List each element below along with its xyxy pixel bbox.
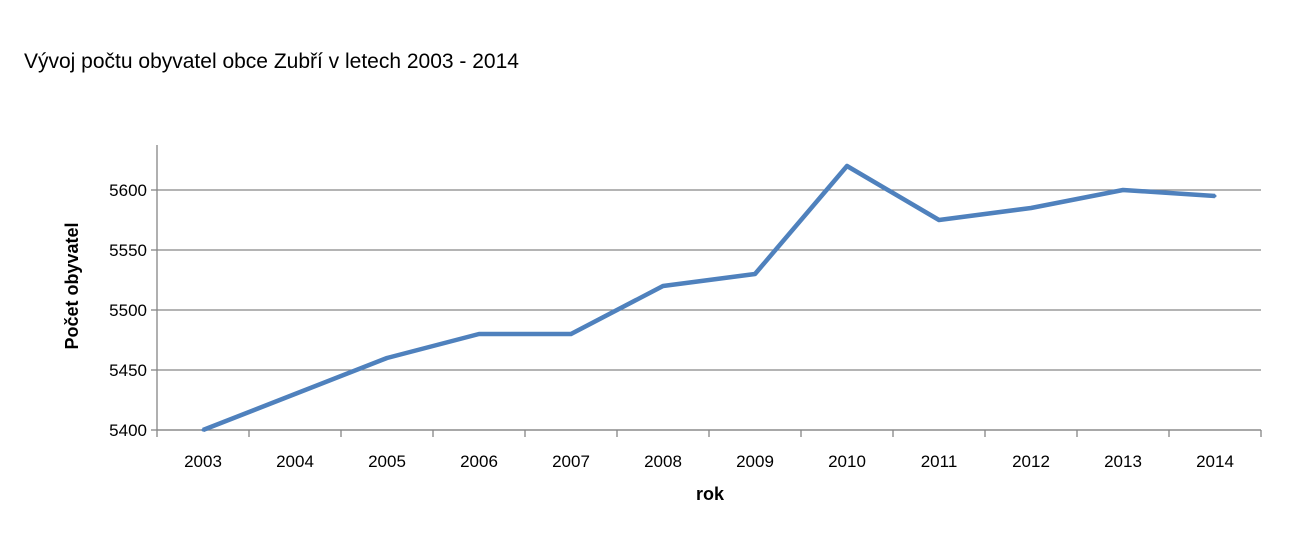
data-point bbox=[1213, 194, 1217, 198]
y-tick-label: 5600 bbox=[109, 181, 147, 200]
y-tick-label: 5550 bbox=[109, 241, 147, 260]
x-tick-label: 2006 bbox=[460, 452, 498, 471]
chart-title: Vývoj počtu obyvatel obce Zubří v letech… bbox=[24, 50, 519, 73]
x-tick-label: 2009 bbox=[736, 452, 774, 471]
x-tick-label: 2013 bbox=[1104, 452, 1142, 471]
data-point bbox=[201, 428, 205, 432]
x-tick-label: 2010 bbox=[828, 452, 866, 471]
x-tick-label: 2011 bbox=[921, 452, 958, 471]
axes bbox=[151, 145, 1262, 437]
data-point bbox=[661, 284, 665, 288]
y-tick-label: 5450 bbox=[109, 361, 147, 380]
data-point bbox=[385, 356, 389, 360]
x-tick-label: 2012 bbox=[1012, 452, 1050, 471]
series-group bbox=[201, 163, 1217, 433]
data-point bbox=[569, 332, 573, 336]
x-tick-label: 2003 bbox=[184, 452, 222, 471]
x-tick-label: 2008 bbox=[644, 452, 682, 471]
x-tick-labels: 2003 2004 2005 2006 2007 2008 2009 2010 2011 2012… bbox=[184, 452, 1234, 471]
y-tick-labels: 5400 5450 5500 5550 5600 bbox=[109, 181, 147, 440]
data-point bbox=[845, 164, 849, 168]
data-point bbox=[1121, 188, 1125, 192]
data-point bbox=[293, 392, 297, 396]
y-tick-label: 5500 bbox=[109, 301, 147, 320]
x-axis-title: rok bbox=[696, 484, 725, 504]
series-line bbox=[202, 163, 1216, 433]
y-tick-label: 5400 bbox=[109, 421, 147, 440]
x-tick-label: 2005 bbox=[368, 452, 406, 471]
x-tick-label: 2014 bbox=[1196, 452, 1234, 471]
gridlines bbox=[157, 189, 1261, 431]
data-point bbox=[477, 332, 481, 336]
data-point bbox=[937, 218, 941, 222]
data-point bbox=[1029, 206, 1033, 210]
x-tick-label: 2007 bbox=[552, 452, 590, 471]
data-point bbox=[753, 272, 757, 276]
y-axis-title: Počet obyvatel bbox=[62, 222, 82, 349]
x-tick-label: 2004 bbox=[276, 452, 314, 471]
